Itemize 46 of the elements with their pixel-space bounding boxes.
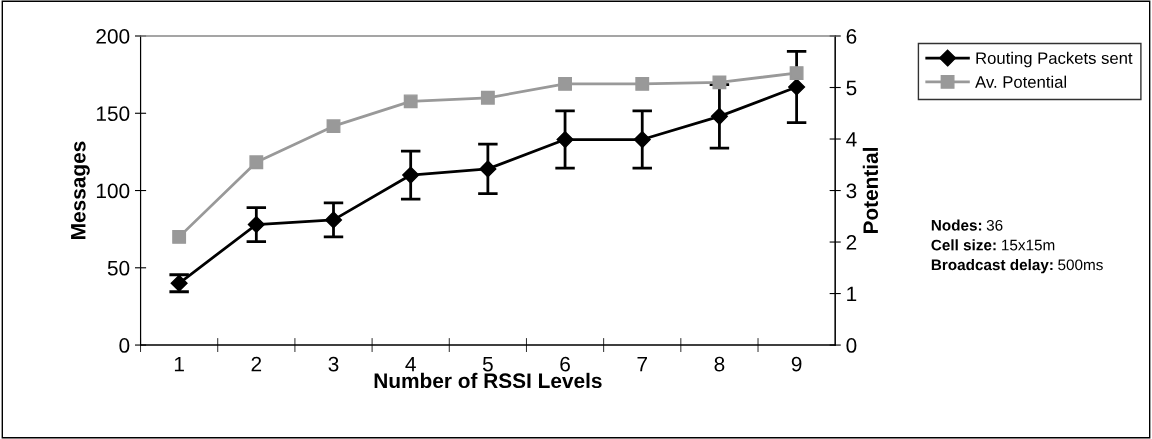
- text: Cell size: 15x15m: [931, 239, 1055, 251]
- point: [326, 119, 341, 134]
- y2-axis-title: Potential: [862, 148, 879, 234]
- x-tick-label: 2: [251, 356, 262, 372]
- y-axis-title: Messages: [71, 141, 90, 239]
- text: Nodes: 36: [931, 219, 1003, 231]
- y2-tick-label: 6: [846, 29, 857, 44]
- text: Broadcast delay: 500ms: [931, 259, 1103, 274]
- point: [712, 75, 727, 90]
- point: [402, 166, 420, 184]
- point: [403, 94, 418, 109]
- point: [480, 90, 495, 105]
- x-tick-label: 5: [482, 356, 493, 372]
- point: [247, 215, 265, 234]
- x-tick-label: 9: [791, 356, 802, 372]
- y2-tick-label: 2: [846, 235, 857, 250]
- legend-label: Av. Potential: [975, 75, 1067, 88]
- legend-label: Routing Packets sent: [976, 51, 1133, 68]
- point: [710, 107, 728, 125]
- point: [558, 76, 573, 91]
- x-tick-label: 8: [714, 356, 725, 372]
- y-tick-label: 50: [107, 260, 130, 276]
- x-tick-label: 4: [405, 356, 416, 372]
- y2-tick-label: 3: [846, 183, 857, 199]
- x-tick-label: 3: [328, 356, 339, 372]
- point: [789, 66, 804, 81]
- y2-tick-label: 5: [846, 80, 857, 96]
- point: [249, 155, 264, 170]
- point: [556, 130, 574, 149]
- y2-tick-label: 0: [846, 338, 857, 353]
- point: [635, 76, 650, 91]
- point: [479, 160, 497, 178]
- y2-tick-label: 1: [847, 286, 857, 302]
- y-tick-label: 100: [96, 183, 130, 199]
- point: [788, 78, 806, 96]
- x-tick-label: 6: [560, 356, 570, 372]
- point: [633, 130, 651, 149]
- y-tick-label: 0: [119, 338, 130, 353]
- x-tick-label: 1: [174, 356, 184, 372]
- y-tick-label: 150: [96, 106, 130, 122]
- point: [324, 211, 343, 229]
- y-tick-label: 200: [96, 29, 130, 44]
- x-axis-title: Number of RSSI Levels: [374, 372, 602, 389]
- point: [172, 229, 187, 244]
- x-tick-label: 7: [637, 356, 647, 372]
- y2-tick-label: 4: [846, 132, 857, 147]
